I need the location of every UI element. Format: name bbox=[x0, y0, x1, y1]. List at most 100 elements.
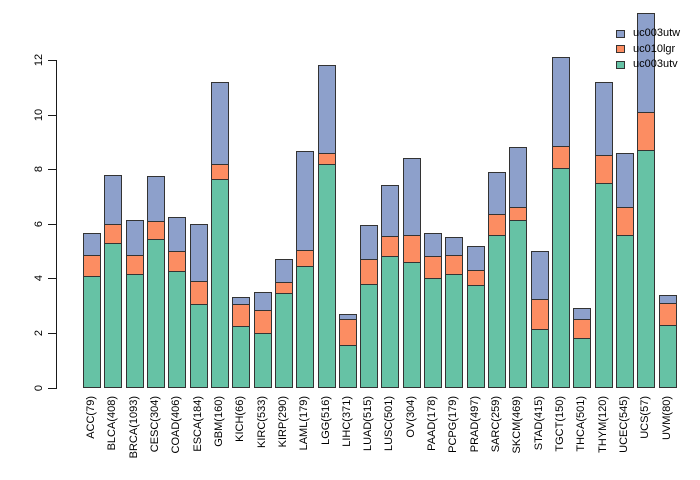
bar-segment-uc003utv bbox=[637, 150, 655, 388]
y-tick bbox=[48, 169, 56, 170]
x-tick-label: KICH(66) bbox=[234, 396, 246, 442]
bar-segment-uc010lgr bbox=[83, 255, 101, 277]
bar-segment-uc003utw bbox=[616, 153, 634, 208]
bar-segment-uc003utv bbox=[424, 278, 442, 388]
bar-segment-uc003utv bbox=[339, 345, 357, 388]
bar-segment-uc003utv bbox=[147, 239, 165, 388]
bar-segment-uc010lgr bbox=[424, 256, 442, 279]
x-tick-label: LUAD(515) bbox=[362, 396, 374, 452]
bar-segment-uc003utv bbox=[488, 235, 506, 388]
x-tick-label: LAML(179) bbox=[298, 396, 310, 451]
bar-segment-uc003utv bbox=[552, 168, 570, 388]
bar-segment-uc003utv bbox=[275, 293, 293, 388]
bar-segment-uc003utw bbox=[232, 297, 250, 305]
bar-segment-uc003utv bbox=[211, 179, 229, 388]
bar-segment-uc010lgr bbox=[360, 259, 378, 285]
bar-segment-uc003utv bbox=[659, 325, 677, 388]
bar-segment-uc010lgr bbox=[232, 304, 250, 327]
legend-row: uc010lgr bbox=[616, 42, 680, 58]
bar-segment-uc010lgr bbox=[168, 251, 186, 272]
x-tick-label: KIRC(533) bbox=[256, 396, 268, 448]
y-tick-label: 0 bbox=[33, 384, 45, 392]
legend-label: uc003utv bbox=[633, 58, 678, 71]
bar-segment-uc010lgr bbox=[659, 303, 677, 326]
bar-segment-uc003utw bbox=[104, 175, 122, 225]
y-axis-line bbox=[56, 60, 57, 389]
bar-segment-uc003utw bbox=[168, 217, 186, 252]
bar-segment-uc010lgr bbox=[595, 155, 613, 184]
bar-segment-uc003utw bbox=[147, 176, 165, 222]
bar-segment-uc003utw bbox=[360, 225, 378, 260]
bar-segment-uc010lgr bbox=[403, 235, 421, 263]
x-tick-label: PRAD(497) bbox=[469, 396, 481, 453]
bar-segment-uc010lgr bbox=[104, 224, 122, 244]
bar-segment-uc010lgr bbox=[275, 282, 293, 294]
x-tick-label: ESCA(184) bbox=[192, 396, 204, 452]
x-tick-label: UVM(80) bbox=[661, 396, 673, 441]
bar-segment-uc003utv bbox=[509, 220, 527, 388]
bar-segment-uc003utv bbox=[83, 276, 101, 388]
bar-segment-uc010lgr bbox=[573, 319, 591, 339]
x-tick-label: CESC(304) bbox=[149, 396, 161, 453]
x-tick-label: LIHC(371) bbox=[341, 396, 353, 447]
bar-segment-uc003utw bbox=[637, 13, 655, 113]
bar-segment-uc003utv bbox=[616, 235, 634, 388]
y-tick bbox=[48, 60, 56, 61]
y-tick bbox=[48, 115, 56, 116]
bar-segment-uc003utw bbox=[445, 237, 463, 256]
x-tick-label: TGCT(150) bbox=[554, 396, 566, 452]
x-tick-label: UCS(57) bbox=[639, 396, 651, 439]
bar-segment-uc003utv bbox=[318, 164, 336, 388]
x-tick-label: COAD(406) bbox=[170, 396, 182, 454]
legend-row: uc003utv bbox=[616, 57, 680, 73]
bar-segment-uc010lgr bbox=[531, 299, 549, 330]
bar-segment-uc003utw bbox=[126, 220, 144, 256]
bar-segment-uc003utv bbox=[168, 271, 186, 388]
x-tick-label: UCEC(545) bbox=[618, 396, 630, 453]
bar-segment-uc010lgr bbox=[211, 164, 229, 180]
bar-segment-uc010lgr bbox=[126, 255, 144, 275]
bar-segment-uc003utw bbox=[275, 259, 293, 283]
bar-segment-uc003utw bbox=[595, 82, 613, 156]
x-tick-label: BLCA(408) bbox=[106, 396, 118, 451]
x-tick-label: LUSC(501) bbox=[383, 396, 395, 452]
legend-label: uc010lgr bbox=[633, 42, 676, 55]
x-tick-label: LGG(516) bbox=[320, 396, 332, 445]
bar-segment-uc010lgr bbox=[339, 319, 357, 346]
bar-segment-uc010lgr bbox=[296, 250, 314, 267]
bar-segment-uc003utv bbox=[190, 304, 208, 388]
bar-segment-uc003utw bbox=[467, 246, 485, 271]
bar-segment-uc003utw bbox=[318, 65, 336, 154]
y-tick-label: 4 bbox=[33, 274, 45, 282]
bar-segment-uc003utw bbox=[531, 251, 549, 300]
bar-segment-uc003utv bbox=[296, 266, 314, 388]
x-tick-label: BRCA(1093) bbox=[128, 396, 140, 459]
bar-segment-uc003utv bbox=[467, 285, 485, 388]
bar-segment-uc010lgr bbox=[147, 221, 165, 240]
bar-segment-uc003utw bbox=[552, 57, 570, 147]
bar-segment-uc003utw bbox=[381, 185, 399, 237]
legend-swatch-uc003utv bbox=[616, 60, 625, 69]
bar-segment-uc003utw bbox=[83, 233, 101, 256]
y-tick bbox=[48, 388, 56, 389]
x-tick-label: GBM(160) bbox=[213, 396, 225, 447]
bar-segment-uc010lgr bbox=[381, 236, 399, 257]
bar-segment-uc003utv bbox=[126, 274, 144, 388]
bar-segment-uc010lgr bbox=[318, 153, 336, 165]
legend-swatch-uc003utw bbox=[616, 29, 625, 38]
legend-label: uc003utw bbox=[633, 27, 681, 40]
bar-segment-uc003utw bbox=[403, 158, 421, 236]
bar-segment-uc010lgr bbox=[190, 281, 208, 305]
bar-segment-uc003utv bbox=[232, 326, 250, 388]
y-tick-label: 6 bbox=[33, 220, 45, 228]
legend: uc003utw uc010lgr uc003utv bbox=[616, 26, 680, 73]
bar-segment-uc003utv bbox=[573, 338, 591, 388]
y-tick-label: 10 bbox=[33, 108, 45, 122]
bar-segment-uc003utw bbox=[211, 82, 229, 165]
y-tick-label: 12 bbox=[33, 53, 45, 67]
x-tick-label: PCPG(179) bbox=[447, 396, 459, 453]
y-tick bbox=[48, 278, 56, 279]
bar-segment-uc003utv bbox=[403, 262, 421, 388]
